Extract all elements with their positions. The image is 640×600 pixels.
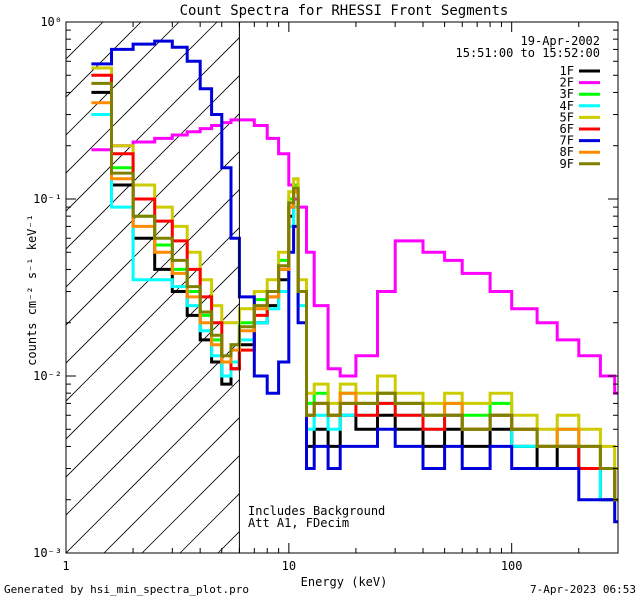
hatch-line [66, 227, 240, 402]
hatch-line [66, 113, 240, 288]
hatch-line [66, 22, 218, 174]
hatch-line [66, 341, 240, 516]
hatch-line [66, 151, 240, 326]
footer-generated-by: Generated by hsi_min_spectra_plot.pro [4, 583, 249, 596]
y-axis-label: counts cm⁻² s⁻¹ keV⁻¹ [25, 214, 39, 366]
hatch-line [522, 22, 640, 553]
series-line-3F [91, 66, 618, 502]
x-tick-label: 100 [501, 559, 523, 573]
legend-label: 6F [560, 122, 574, 136]
hatch-line [141, 455, 240, 553]
hatch-line [66, 22, 104, 60]
legend-label: 3F [560, 87, 574, 101]
legend-label: 7F [560, 134, 574, 148]
hatch-line [66, 189, 240, 364]
y-tick-label: 10⁻¹ [33, 192, 62, 206]
series-line-8F [91, 101, 618, 502]
legend-label: 2F [560, 76, 574, 90]
x-axis-label: Energy (keV) [301, 575, 388, 589]
series-layer [91, 39, 618, 524]
legend-label: 8F [560, 145, 574, 159]
hatch-line [66, 22, 180, 136]
legend-label: 9F [560, 157, 574, 171]
x-tick-label: 1 [62, 559, 69, 573]
hatch-line [598, 22, 640, 553]
y-tick-label: 10⁻² [33, 369, 62, 383]
hatch-line [66, 265, 240, 440]
hatch-line [0, 22, 27, 553]
hatch-line [103, 417, 240, 553]
hatch-line [66, 75, 240, 250]
legend-label: 5F [560, 110, 574, 124]
series-line-7F [91, 39, 618, 524]
chart-title: Count Spectra for RHESSI Front Segments [180, 3, 509, 19]
series-line-9F [91, 81, 618, 502]
hatch-line [217, 531, 240, 553]
axis-ticks [65, 21, 619, 554]
annotation-attenuator: Att A1, FDecim [248, 516, 349, 530]
hatch-line [446, 22, 640, 553]
hatch-line [66, 37, 240, 212]
legend-label: 4F [560, 99, 574, 113]
series-line-4F [91, 113, 618, 502]
x-tick-label: 10 [282, 559, 296, 573]
chart-time-range: 15:51:00 to 15:52:00 [456, 46, 601, 60]
hatch-line [66, 303, 240, 478]
hatch-line [636, 22, 640, 553]
annotation-background: Includes Background [248, 504, 385, 518]
series-line-2F [91, 118, 618, 395]
hatch-line [332, 22, 640, 553]
hatch-line [294, 22, 640, 553]
y-tick-label: 10⁻³ [33, 546, 62, 560]
plot-frame [65, 21, 619, 554]
hatch-line [408, 22, 640, 553]
hatch-line [66, 379, 240, 553]
chart-date: 19-Apr-2002 [521, 34, 600, 48]
legend-label: 1F [560, 64, 574, 78]
hatch-line [66, 22, 142, 98]
footer-timestamp: 7-Apr-2023 06:53 [530, 583, 636, 596]
y-tick-label: 10⁰ [40, 15, 62, 29]
